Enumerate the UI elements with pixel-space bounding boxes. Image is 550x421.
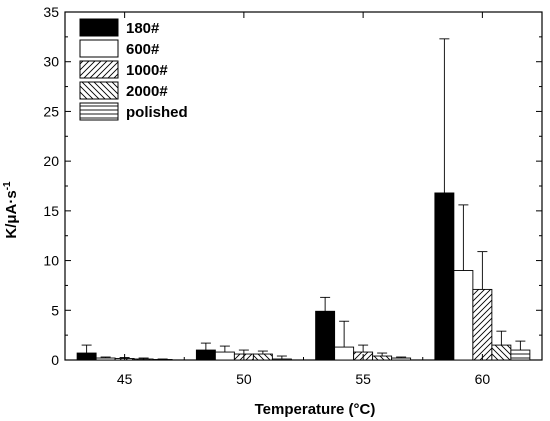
legend-label-180: 180# (126, 20, 160, 37)
y-tick-label: 10 (43, 253, 59, 269)
y-tick-label: 30 (43, 54, 59, 70)
legend: 180# 600# 1000# 2000# polished (79, 18, 188, 121)
x-tick-label: 50 (236, 371, 252, 387)
legend-swatch-600 (79, 39, 119, 58)
bar-polished-60 (510, 349, 531, 361)
bar-600-45 (95, 357, 116, 361)
x-tick-label: 45 (117, 371, 133, 387)
bar-600-50 (214, 351, 235, 361)
bar-polished-55 (391, 357, 412, 361)
legend-swatch-180 (79, 18, 119, 37)
y-tick-label: 35 (43, 4, 59, 20)
bar-2000-45 (133, 358, 154, 361)
bar-180-45 (76, 352, 97, 361)
legend-label-2000: 2000# (126, 83, 168, 100)
axes-group: 0 5 10 15 20 25 30 35 45 50 55 60 (43, 4, 542, 387)
y-tick-label: 15 (43, 203, 59, 219)
bar-180-50 (195, 349, 216, 361)
x-tick-label: 60 (475, 371, 491, 387)
x-axis-title: Temperature (°C) (255, 401, 376, 418)
legend-swatch-2000 (79, 81, 119, 100)
y-axis-title-sup: -1 (2, 181, 13, 190)
bar-600-55 (334, 346, 355, 361)
bar-2000-50 (252, 353, 273, 361)
bar-180-55 (315, 310, 336, 361)
bar-2000-60 (491, 344, 512, 361)
bar-1000-60 (472, 288, 493, 361)
bar-600-60 (453, 270, 474, 361)
bar-180-60 (434, 192, 455, 361)
bar-2000-55 (372, 355, 393, 361)
y-tick-label: 25 (43, 103, 59, 119)
bar-polished-50 (271, 358, 292, 361)
y-tick-label: 5 (51, 302, 59, 318)
legend-label-600: 600# (126, 41, 160, 58)
y-tick-label: 20 (43, 153, 59, 169)
x-tick-label: 55 (355, 371, 371, 387)
legend-label-1000: 1000# (126, 62, 168, 79)
legend-swatch-polished (79, 102, 119, 121)
y-axis-title-main: K/μA·s (3, 190, 20, 238)
bars-group (76, 38, 531, 361)
y-tick-label: 0 (51, 352, 59, 368)
legend-swatch-1000 (79, 60, 119, 79)
legend-label-polished: polished (126, 104, 188, 121)
y-axis-title: K/μA·s-1 (2, 181, 20, 239)
